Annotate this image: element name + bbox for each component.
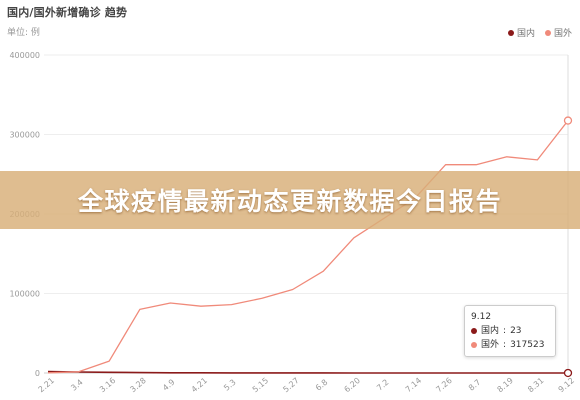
y-tick-label: 300000 bbox=[9, 131, 40, 140]
legend-item-foreign[interactable]: 国外 bbox=[544, 26, 572, 39]
legend-item-domestic[interactable]: 国内 bbox=[507, 26, 535, 39]
tooltip-value-foreign: 317523 bbox=[510, 340, 545, 350]
series-lines bbox=[47, 120, 569, 374]
unit-label: 单位: 例 bbox=[7, 28, 40, 38]
x-tick-label: 9.12 bbox=[557, 376, 576, 394]
hover-point-domestic bbox=[563, 368, 573, 378]
hover-point-foreign bbox=[563, 116, 573, 125]
tooltip-dot-domestic-icon bbox=[471, 328, 477, 334]
chart-title: 国内/国外新增确诊 趋势 bbox=[7, 6, 128, 19]
x-tick-label: 5.15 bbox=[251, 376, 270, 394]
x-axis-ticks: 2.21 3.4 3.16 3.28 4.9 4.21 5.3 5.15 5.27 6.8 6.20… bbox=[37, 376, 576, 394]
chart-tooltip: 9.12 国内: 23 国外: 317523 bbox=[464, 305, 556, 357]
tooltip-row-foreign: 国外: 317523 bbox=[471, 338, 549, 352]
series-line-foreign bbox=[47, 120, 569, 374]
x-tick-label: 4.9 bbox=[161, 378, 177, 393]
legend-label-foreign: 国外 bbox=[553, 29, 572, 39]
legend-dot-domestic-icon bbox=[507, 29, 514, 36]
tooltip-dot-foreign-icon bbox=[471, 342, 477, 348]
x-tick-label: 3.28 bbox=[128, 376, 147, 394]
x-tick-label: 4.21 bbox=[190, 376, 209, 394]
tooltip-value-domestic: 23 bbox=[510, 326, 522, 336]
y-tick-label: 400000 bbox=[9, 51, 40, 60]
legend: 国内 国外 bbox=[507, 26, 572, 39]
tooltip-date-label: 9.12 bbox=[471, 312, 492, 322]
banner-text: 全球疫情最新动态更新数据今日报告 bbox=[77, 187, 502, 216]
x-tick-label: 6.8 bbox=[314, 378, 330, 393]
x-tick-label: 2.21 bbox=[37, 376, 56, 394]
series-line-domestic bbox=[47, 370, 568, 374]
tooltip-date: 9.12 bbox=[471, 310, 549, 324]
x-tick-label: 5.3 bbox=[222, 378, 238, 393]
x-tick-label: 7.2 bbox=[375, 378, 391, 393]
tooltip-name-foreign: 国外 bbox=[481, 340, 500, 350]
x-tick-label: 3.4 bbox=[69, 378, 85, 393]
x-tick-label: 7.14 bbox=[404, 376, 423, 394]
legend-label-domestic: 国内 bbox=[516, 29, 535, 39]
y-tick-label: 100000 bbox=[9, 290, 40, 299]
legend-dot-foreign-icon bbox=[544, 29, 551, 36]
y-tick-label: 0 bbox=[35, 369, 40, 378]
x-tick-label: 7.26 bbox=[434, 376, 453, 394]
x-tick-label: 8.7 bbox=[467, 378, 483, 393]
tooltip-name-domestic: 国内 bbox=[481, 326, 500, 336]
x-tick-label: 8.19 bbox=[496, 376, 515, 394]
x-tick-label: 3.16 bbox=[98, 376, 117, 394]
headline-banner: 全球疫情最新动态更新数据今日报告 bbox=[0, 171, 580, 229]
tooltip-row-domestic: 国内: 23 bbox=[471, 324, 549, 338]
x-tick-label: 8.31 bbox=[526, 376, 545, 394]
x-tick-label: 5.27 bbox=[281, 376, 300, 394]
x-tick-label: 6.20 bbox=[343, 376, 362, 394]
